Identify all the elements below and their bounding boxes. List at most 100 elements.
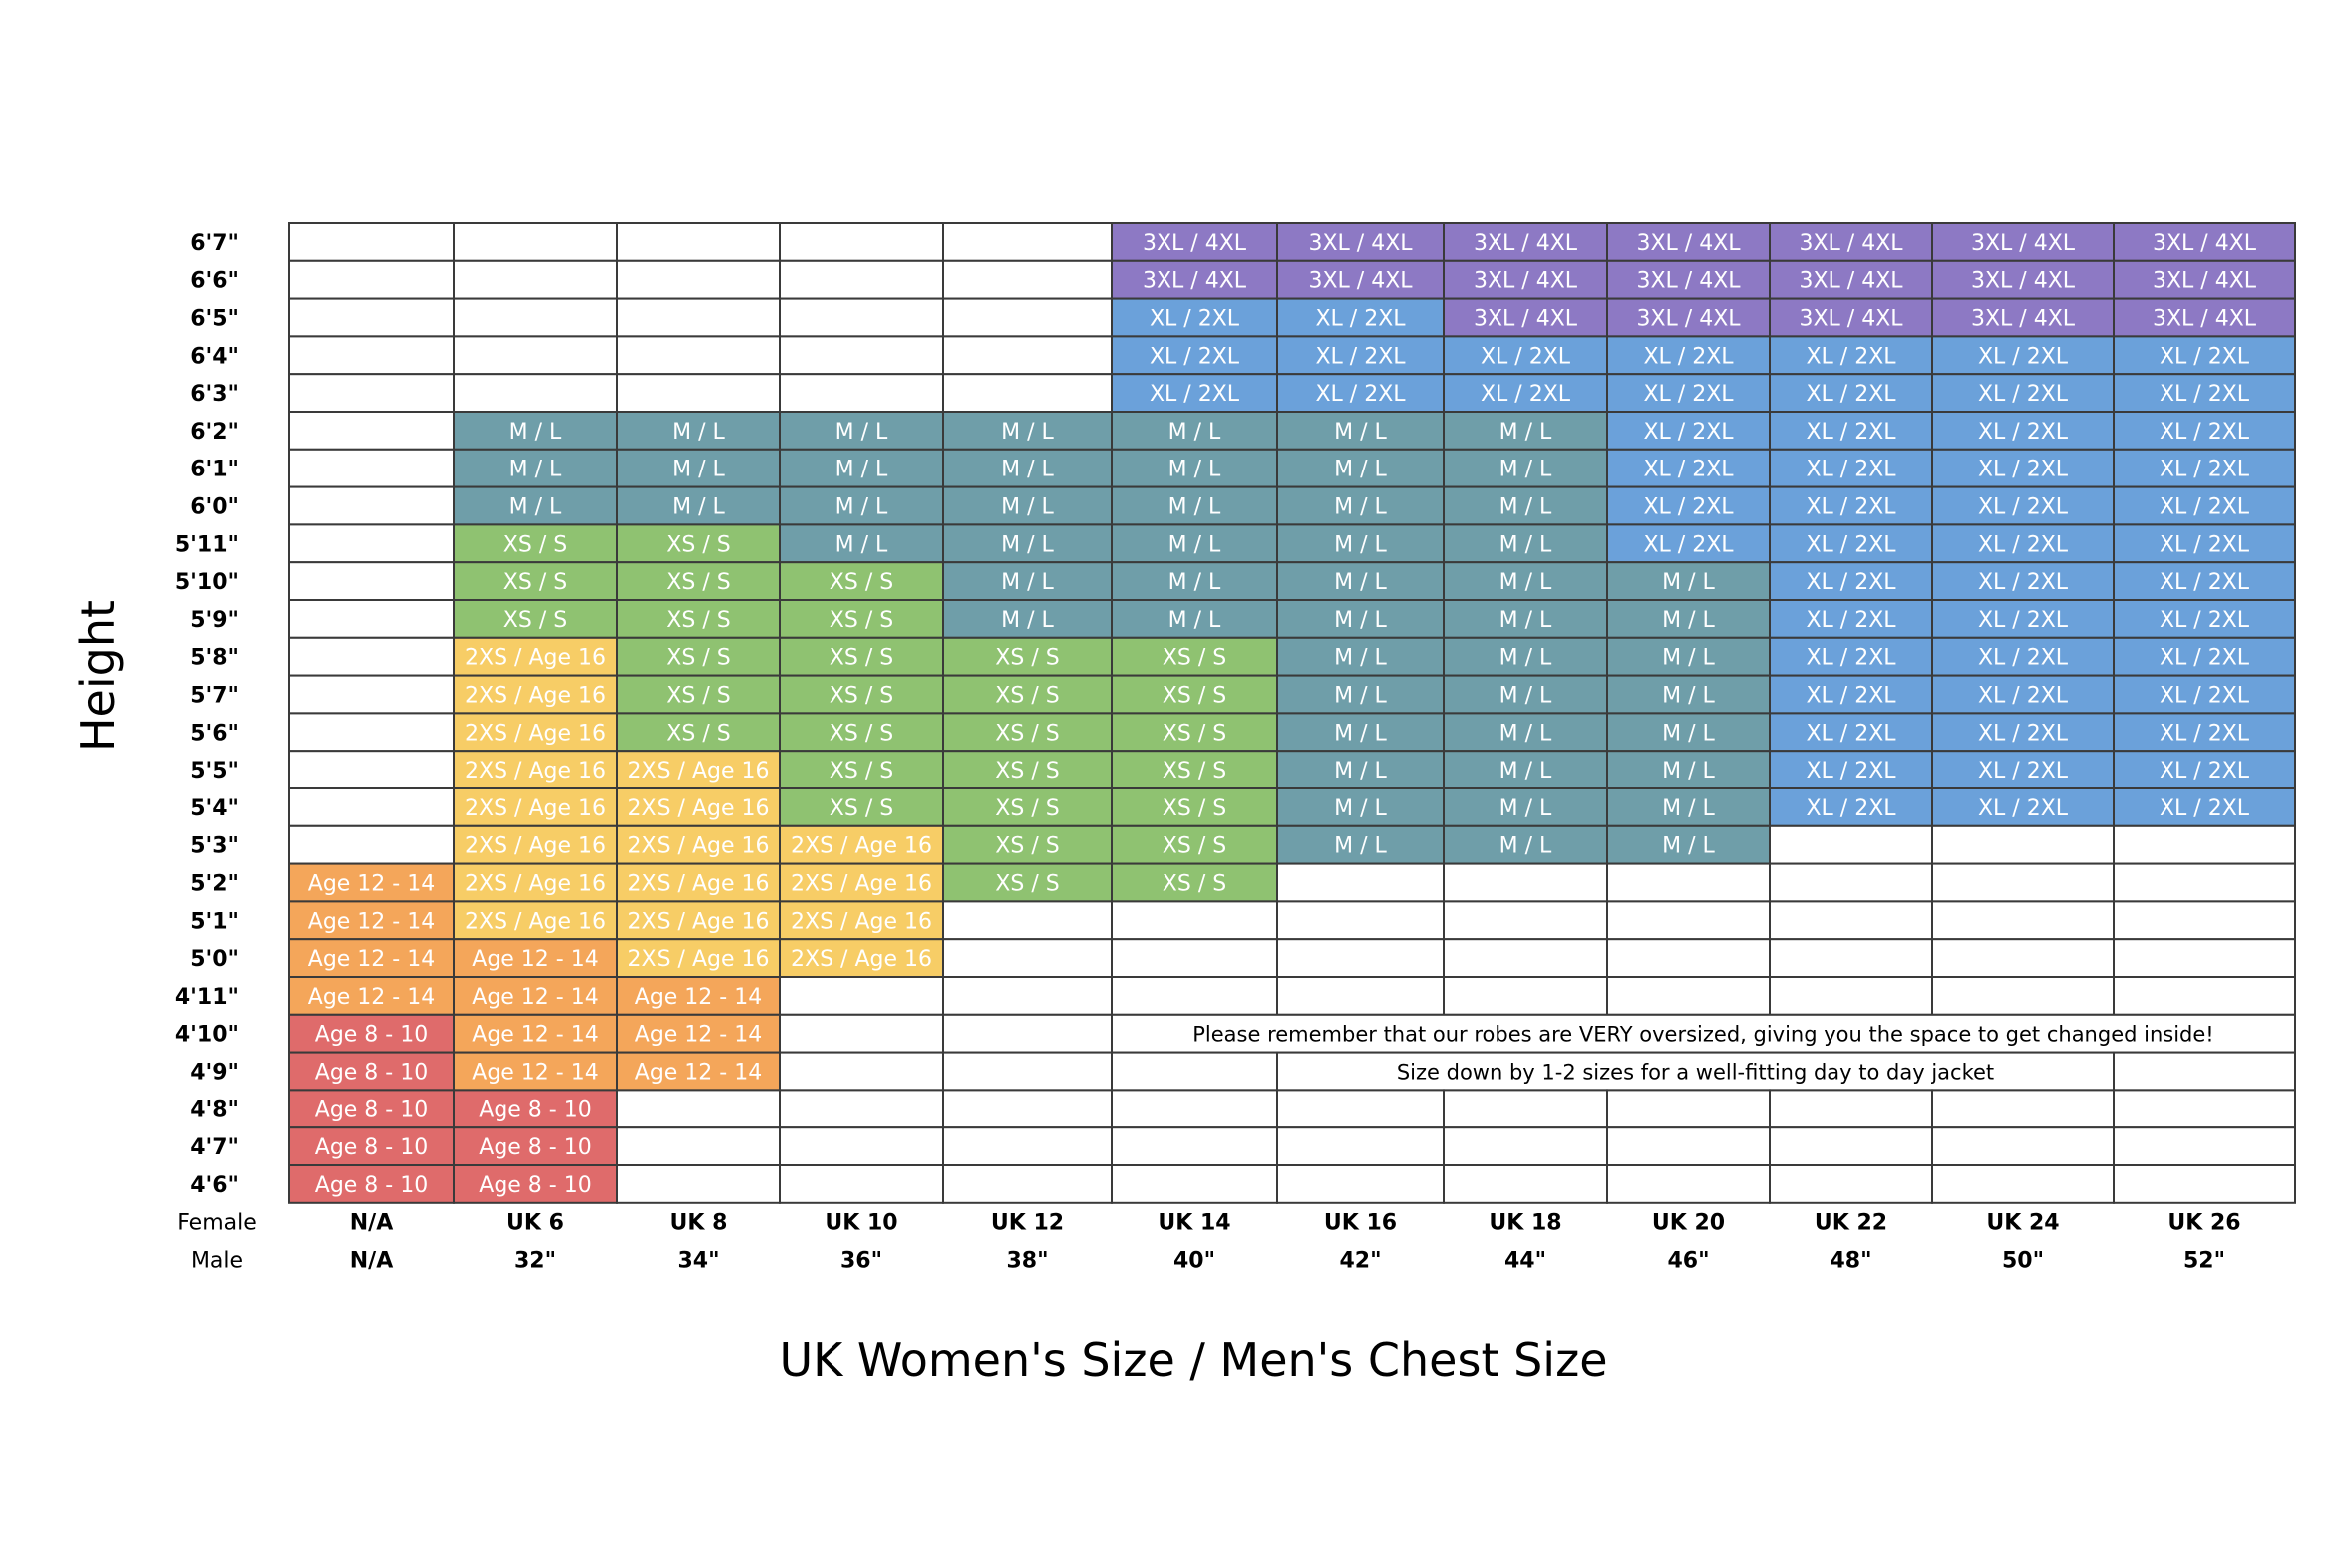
cell-label: M / L xyxy=(1334,759,1387,784)
cell-label: XS / S xyxy=(1163,684,1226,709)
size-cell xyxy=(942,674,1113,715)
cell-label: Age 12 - 14 xyxy=(308,872,435,897)
height-label: 6'3" xyxy=(190,382,239,407)
cell-label: XL / 2XL xyxy=(2160,570,2250,595)
cell-label: 3XL / 4XL xyxy=(1308,269,1413,294)
female-size-label: UK 22 xyxy=(1815,1211,1887,1236)
empty-cell xyxy=(288,259,455,300)
size-cell xyxy=(1443,411,1608,451)
cell-label: XL / 2XL xyxy=(2160,532,2250,557)
empty-cell xyxy=(1769,938,1933,979)
size-cell xyxy=(1111,448,1278,488)
empty-cell xyxy=(942,938,1113,979)
size-cell xyxy=(1606,750,1771,790)
cell-label: M / L xyxy=(835,495,888,520)
female-size-label: UK 16 xyxy=(1324,1211,1397,1236)
height-label: 6'2" xyxy=(190,420,239,445)
cell-label: M / L xyxy=(1499,608,1552,633)
cell-label: M / L xyxy=(509,420,562,445)
size-cell xyxy=(1931,485,2115,526)
empty-cell xyxy=(779,222,944,262)
cell-label: XL / 2XL xyxy=(1978,344,2069,369)
empty-cell xyxy=(1443,862,1608,903)
cell-label: XL / 2XL xyxy=(1806,420,1896,445)
empty-cell xyxy=(2113,938,2296,979)
cell-label: XS / S xyxy=(995,872,1059,897)
empty-cell xyxy=(616,335,781,376)
empty-cell xyxy=(1931,938,2115,979)
cell-label: Age 8 - 10 xyxy=(315,1135,428,1160)
empty-cell xyxy=(288,448,455,488)
empty-cell xyxy=(1111,900,1278,941)
cell-label: Age 12 - 14 xyxy=(635,1023,762,1048)
empty-cell xyxy=(942,222,1113,262)
cell-label: M / L xyxy=(835,532,888,557)
empty-cell xyxy=(1606,900,1771,941)
cell-label: M / L xyxy=(835,458,888,482)
cell-label: XL / 2XL xyxy=(1806,495,1896,520)
size-cell xyxy=(1606,674,1771,715)
empty-cell xyxy=(942,373,1113,414)
empty-cell xyxy=(2113,976,2296,1016)
cell-label: XS / S xyxy=(830,721,893,746)
cell-label: 2XS / Age 16 xyxy=(465,759,606,784)
cell-label: Age 8 - 10 xyxy=(479,1173,591,1198)
cell-label: M / L xyxy=(1499,721,1552,746)
cell-label: XL / 2XL xyxy=(1978,532,2069,557)
cell-label: 3XL / 4XL xyxy=(1971,269,2076,294)
male-size-label: 44" xyxy=(1504,1249,1546,1274)
cell-label: XL / 2XL xyxy=(2160,495,2250,520)
cell-label: Age 12 - 14 xyxy=(635,985,762,1010)
cell-label: M / L xyxy=(1499,420,1552,445)
size-cell xyxy=(779,938,944,979)
size-cell xyxy=(616,636,781,677)
empty-cell xyxy=(1276,900,1445,941)
empty-cell xyxy=(1276,862,1445,903)
cell-label: 3XL / 4XL xyxy=(1143,269,1247,294)
female-size-label: N/A xyxy=(350,1211,393,1236)
cell-label: 2XS / Age 16 xyxy=(628,796,770,821)
size-cell xyxy=(779,787,944,827)
size-cell xyxy=(1931,448,2115,488)
empty-cell xyxy=(1606,976,1771,1016)
cell-label: XL / 2XL xyxy=(2160,759,2250,784)
size-cell xyxy=(1276,712,1445,753)
empty-cell xyxy=(616,373,781,414)
cell-label: 3XL / 4XL xyxy=(1474,269,1578,294)
empty-cell xyxy=(1769,824,1933,865)
size-cell xyxy=(1276,335,1445,376)
cell-label: 2XS / Age 16 xyxy=(791,834,932,859)
cell-label: M / L xyxy=(1334,495,1387,520)
size-cell xyxy=(1769,636,1933,677)
cell-label: M / L xyxy=(1499,646,1552,671)
size-cell xyxy=(453,1051,618,1092)
cell-label: 2XS / Age 16 xyxy=(628,872,770,897)
height-label: 5'4" xyxy=(190,796,239,821)
cell-label: 2XS / Age 16 xyxy=(791,909,932,934)
height-label: 6'5" xyxy=(190,307,239,332)
empty-cell xyxy=(1443,976,1608,1016)
empty-cell xyxy=(1931,1126,2115,1166)
empty-cell xyxy=(2113,1089,2296,1129)
cell-label: 3XL / 4XL xyxy=(1308,231,1413,256)
empty-cell xyxy=(1111,1089,1278,1129)
empty-cell xyxy=(1111,1164,1278,1204)
size-cell xyxy=(1111,335,1278,376)
cell-label: XL / 2XL xyxy=(1150,307,1240,332)
size-cell xyxy=(942,824,1113,865)
height-label: 4'7" xyxy=(190,1135,239,1160)
height-label: 5'1" xyxy=(190,909,239,934)
size-cell xyxy=(1931,561,2115,602)
cell-label: XS / S xyxy=(503,570,567,595)
male-size-label: 48" xyxy=(1830,1249,1871,1274)
cell-label: XL / 2XL xyxy=(1978,458,2069,482)
cell-label: XS / S xyxy=(995,834,1059,859)
empty-cell xyxy=(1606,1164,1771,1204)
cell-label: M / L xyxy=(1499,458,1552,482)
cell-label: XL / 2XL xyxy=(1150,344,1240,369)
size-cell xyxy=(1606,523,1771,564)
empty-cell xyxy=(1606,1089,1771,1129)
cell-label: XL / 2XL xyxy=(1978,759,2069,784)
empty-cell xyxy=(616,297,781,338)
male-size-label: 42" xyxy=(1339,1249,1381,1274)
